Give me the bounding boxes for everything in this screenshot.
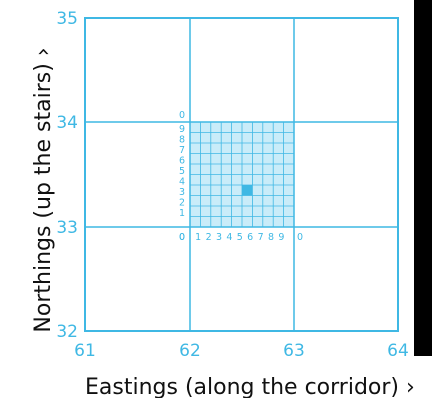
- inner-x-tick-label: 6: [247, 232, 253, 243]
- inner-x-tick-label: 7: [258, 232, 264, 243]
- inner-x-tick-label: 9: [278, 232, 284, 243]
- y-tick-label: 33: [56, 218, 78, 238]
- inner-x-tick-label: 2: [206, 232, 212, 243]
- inner-y-tick-label: 0: [179, 232, 185, 243]
- inner-x-tick-label: 4: [226, 232, 232, 243]
- x-tick-label: 62: [179, 341, 201, 361]
- inner-x-tick-label: 5: [237, 232, 243, 243]
- x-axis-label: Eastings (along the corridor) ›: [85, 375, 415, 398]
- inner-x-tick-label: 8: [268, 232, 274, 243]
- inner-y-tick-label: 6: [179, 155, 185, 166]
- inner-x-tick-label: 0: [179, 232, 185, 243]
- inner-y-tick-label: 0: [179, 110, 185, 121]
- inner-x-tick-label: 3: [216, 232, 222, 243]
- y-tick-label: 35: [56, 9, 78, 29]
- y-tick-label: 34: [56, 113, 78, 133]
- outer-grid: [84, 17, 399, 332]
- highlighted-square: [242, 185, 253, 196]
- inner-y-tick-label: 4: [179, 176, 185, 187]
- inner-y-tick-label: 8: [179, 134, 185, 145]
- outer-border: [84, 17, 399, 332]
- inner-y-tick-label: 2: [179, 197, 185, 208]
- inner-y-tick-label: 5: [179, 166, 185, 177]
- x-tick-label: 63: [283, 341, 305, 361]
- inner-y-tick-label: 1: [179, 208, 185, 219]
- inner-y-tick-label: 3: [179, 187, 185, 198]
- inner-x-tick-label: 1: [195, 232, 201, 243]
- x-tick-label: 61: [74, 341, 96, 361]
- y-axis-label: Northings (up the stairs) ›: [31, 47, 56, 332]
- inner-y-tick-label: 7: [179, 145, 185, 156]
- x-tick-label: 64: [387, 341, 409, 361]
- y-tick-label: 32: [56, 322, 78, 342]
- inner-x-tick-label: 0: [297, 232, 303, 243]
- right-black-bar: [414, 0, 432, 356]
- inner-y-tick-label: 9: [179, 124, 185, 135]
